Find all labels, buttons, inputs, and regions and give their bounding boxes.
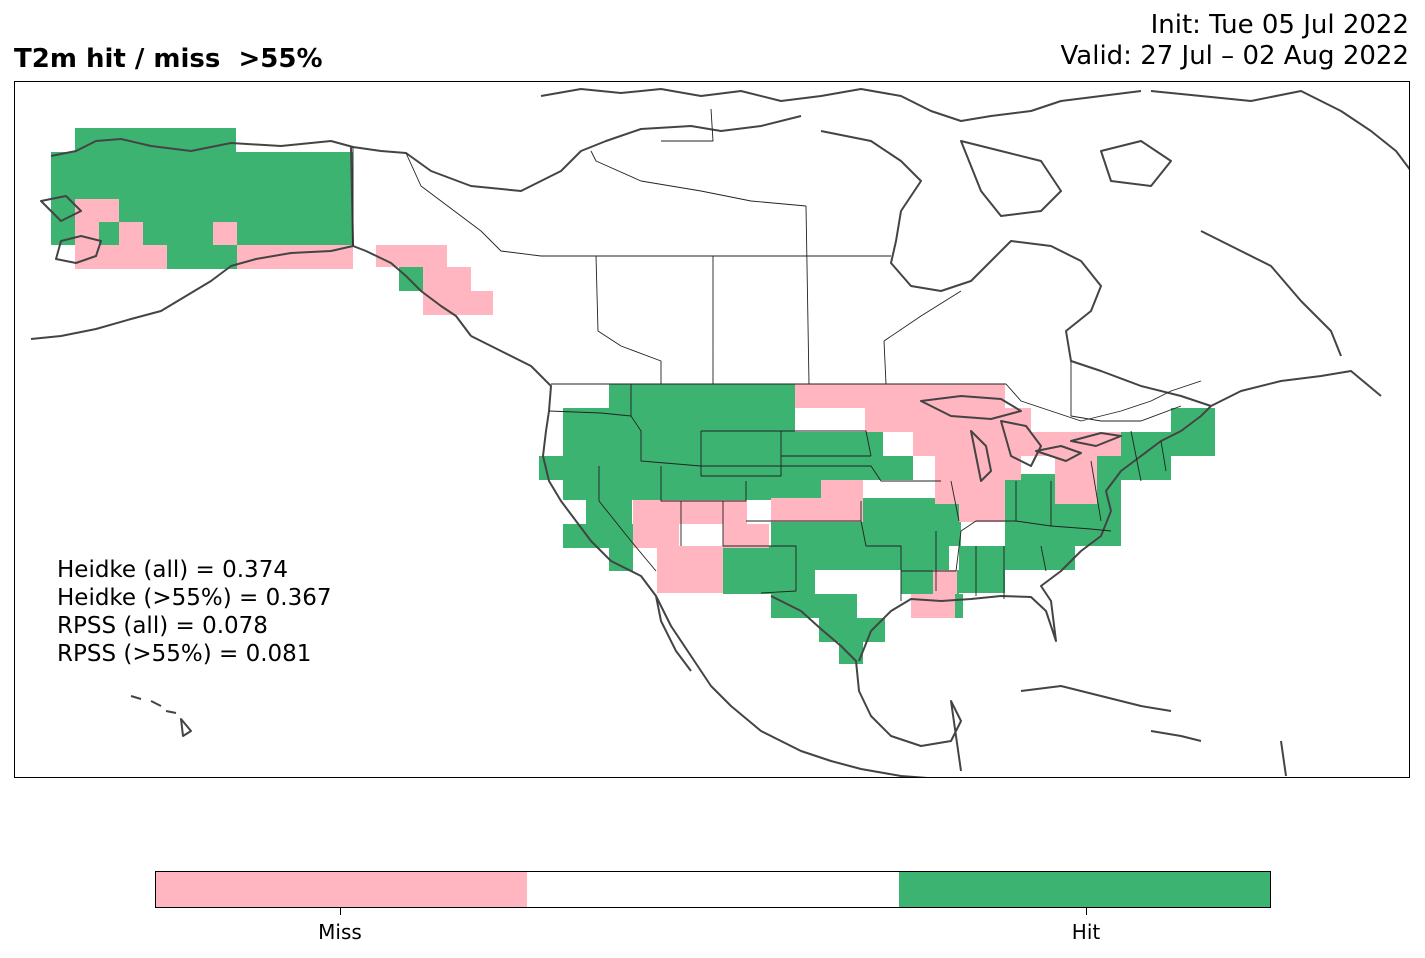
rpss-55: RPSS (>55%) = 0.081	[57, 641, 312, 667]
legend-colorbar	[155, 871, 1271, 908]
hit-cell	[563, 480, 821, 500]
colorbar-hit-segment	[898, 872, 1270, 907]
legend-miss-label: Miss	[318, 920, 362, 944]
hit-cell	[51, 199, 75, 245]
miss-cell	[75, 222, 99, 245]
hit-cell	[771, 522, 961, 546]
hit-cell	[51, 152, 353, 176]
hit-cell	[959, 546, 1005, 593]
hit-miss-cells	[51, 128, 1215, 664]
map-title: T2m hit / miss >55%	[14, 44, 323, 74]
rpss-all: RPSS (all) = 0.078	[57, 613, 268, 639]
arctic-coastline	[352, 88, 1409, 407]
hit-cell	[563, 408, 795, 432]
hawaii-islands	[130, 695, 192, 737]
miss-cell	[657, 546, 723, 593]
miss-tick	[340, 908, 341, 915]
miss-cell	[119, 222, 143, 245]
alaska-coastline	[30, 138, 472, 340]
miss-cell	[911, 594, 955, 618]
hit-cell	[797, 546, 949, 570]
miss-cell	[933, 570, 957, 594]
hit-tick	[1086, 908, 1087, 915]
skill-scores: Heidke (all) = 0.374 Heidke (>55%) = 0.3…	[57, 556, 331, 668]
hit-cell	[819, 618, 885, 642]
miss-cell	[423, 267, 471, 291]
hit-cell	[771, 594, 857, 618]
hit-cell	[563, 432, 883, 456]
east-coastline	[770, 405, 1287, 777]
political-borders	[352, 108, 1202, 422]
heidke-all: Heidke (all) = 0.374	[57, 557, 288, 583]
valid-dates: Valid: 27 Jul – 02 Aug 2022	[1060, 41, 1409, 71]
hit-cell	[399, 267, 423, 291]
hit-cell	[167, 245, 237, 269]
west-coastline	[470, 335, 928, 777]
hit-cell	[609, 546, 633, 571]
map-canvas	[30, 88, 1409, 777]
hit-cell	[563, 524, 633, 548]
miss-cell	[959, 498, 1005, 522]
miss-cell	[1055, 480, 1097, 504]
great-lakes	[920, 395, 1122, 482]
hit-cell	[839, 642, 863, 664]
miss-cell	[771, 498, 863, 522]
init-date: Init: Tue 05 Jul 2022	[1150, 10, 1409, 40]
hit-cell	[1005, 546, 1075, 570]
map-panel	[14, 81, 1410, 778]
date-info: Init: Tue 05 Jul 2022 Valid: 27 Jul – 02…	[1061, 10, 1409, 72]
hit-cell	[1097, 456, 1121, 522]
miss-cell	[75, 199, 119, 222]
colorbar-miss-segment	[156, 872, 528, 907]
miss-cell	[237, 245, 353, 269]
hit-cell	[609, 384, 795, 408]
hit-cell	[1005, 522, 1121, 546]
miss-cell	[376, 245, 447, 267]
miss-cell	[633, 500, 747, 524]
hit-cell	[51, 176, 353, 199]
miss-cell	[447, 291, 493, 315]
miss-cell	[865, 408, 1031, 432]
miss-cell	[913, 432, 1073, 456]
miss-cell	[633, 524, 679, 548]
state-borders	[548, 384, 1167, 601]
miss-cell	[143, 245, 167, 269]
miss-cell	[213, 222, 237, 245]
colorbar-neutral-segment	[527, 872, 899, 907]
miss-cell	[723, 524, 769, 548]
heidke-55: Heidke (>55%) = 0.367	[57, 585, 332, 611]
legend-hit-label: Hit	[1071, 920, 1101, 944]
hit-cell	[586, 500, 632, 524]
geography-lines	[30, 88, 1409, 777]
